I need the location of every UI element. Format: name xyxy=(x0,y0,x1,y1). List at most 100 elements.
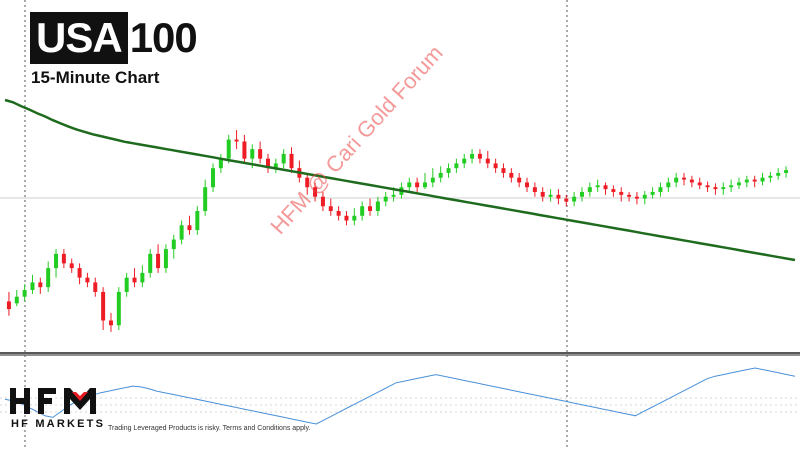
candle-body xyxy=(30,282,35,291)
candle-up xyxy=(674,172,679,188)
candle-down xyxy=(682,172,687,186)
candle-body xyxy=(54,253,59,269)
candle-up xyxy=(140,265,145,288)
candle-body xyxy=(752,179,757,182)
candle-up xyxy=(666,177,671,192)
candle-down xyxy=(69,258,74,273)
candle-down xyxy=(265,153,270,173)
candle-body xyxy=(313,187,318,197)
candle-body xyxy=(493,163,498,169)
candle-down xyxy=(344,211,349,226)
candle-body xyxy=(234,139,239,142)
candle-body xyxy=(93,282,98,292)
candle-body xyxy=(768,175,773,178)
candle-up xyxy=(446,163,451,178)
candle-down xyxy=(627,191,632,202)
candle-up xyxy=(203,179,208,216)
candle-up xyxy=(54,249,59,278)
candle-down xyxy=(415,177,420,192)
candle-body xyxy=(587,187,592,192)
candle-body xyxy=(422,182,427,188)
candle-body xyxy=(171,239,176,250)
candle-body xyxy=(218,158,223,169)
candle-up xyxy=(572,191,577,207)
candle-up xyxy=(784,166,789,178)
candle-down xyxy=(556,189,561,205)
candle-body xyxy=(682,177,687,180)
candle-down xyxy=(258,141,263,164)
candle-down xyxy=(477,149,482,164)
candle-body xyxy=(163,249,168,269)
candle-body xyxy=(101,291,106,321)
candle-down xyxy=(611,185,616,197)
candle-down xyxy=(187,215,192,235)
candle-body xyxy=(595,185,600,188)
candle-body xyxy=(658,187,663,192)
candle-body xyxy=(407,182,412,188)
candle-down xyxy=(6,291,11,316)
candle-up xyxy=(124,272,129,297)
candle-body xyxy=(627,194,632,197)
candle-up xyxy=(116,287,121,331)
candle-down xyxy=(132,268,137,288)
candle-body xyxy=(179,225,184,240)
candle-body xyxy=(368,206,373,212)
logo-h-bar xyxy=(10,398,30,404)
title-symbol-light: 100 xyxy=(129,14,198,61)
candle-down xyxy=(313,182,318,202)
candle-body xyxy=(344,215,349,221)
candle-down xyxy=(305,172,310,195)
candle-up xyxy=(360,201,365,221)
candle-body xyxy=(438,172,443,178)
logo-h-right xyxy=(24,388,30,414)
candle-down xyxy=(501,163,506,178)
candle-up xyxy=(430,168,435,188)
candle-body xyxy=(729,185,734,188)
candle-down xyxy=(634,191,639,205)
candle-body xyxy=(501,168,506,173)
candle-body xyxy=(736,182,741,186)
candle-down xyxy=(93,277,98,297)
candle-up xyxy=(454,158,459,173)
candle-down xyxy=(77,263,82,285)
chart-subtitle: 15-Minute Chart xyxy=(31,68,160,87)
candle-up xyxy=(211,163,216,192)
logo-f-top xyxy=(38,388,56,394)
risk-disclaimer: Trading Leveraged Products is risky. Ter… xyxy=(108,425,311,432)
candle-body xyxy=(713,187,718,190)
candle-body xyxy=(470,153,475,159)
candle-body xyxy=(415,182,420,188)
candle-body xyxy=(305,177,310,188)
candle-body xyxy=(140,272,145,283)
oscillator xyxy=(4,367,796,425)
candle-body xyxy=(430,177,435,183)
moving-average-line xyxy=(4,98,796,262)
candle-body xyxy=(517,177,522,183)
candle-body xyxy=(454,163,459,169)
candle-up xyxy=(375,196,380,216)
candle-down xyxy=(603,182,608,195)
candle-body xyxy=(383,196,388,202)
candle-body xyxy=(281,153,286,164)
logo-subtitle: HF MARKETS xyxy=(11,418,106,430)
candles xyxy=(6,130,789,332)
candle-body xyxy=(689,179,694,183)
candle-up xyxy=(744,175,749,188)
candle-body xyxy=(579,191,584,197)
candle-down xyxy=(697,177,702,190)
candle-body xyxy=(187,225,192,231)
candle-up xyxy=(470,149,475,164)
candle-body xyxy=(776,172,781,176)
candle-body xyxy=(77,268,82,278)
candle-up xyxy=(595,179,600,192)
candle-body xyxy=(548,194,553,197)
candle-body xyxy=(116,291,121,326)
candle-body xyxy=(148,253,153,273)
candle-body xyxy=(320,196,325,207)
candle-body xyxy=(108,320,113,326)
candle-body xyxy=(532,187,537,192)
candle-body xyxy=(485,158,490,164)
candle-body xyxy=(14,296,19,304)
candle-up xyxy=(383,191,388,207)
